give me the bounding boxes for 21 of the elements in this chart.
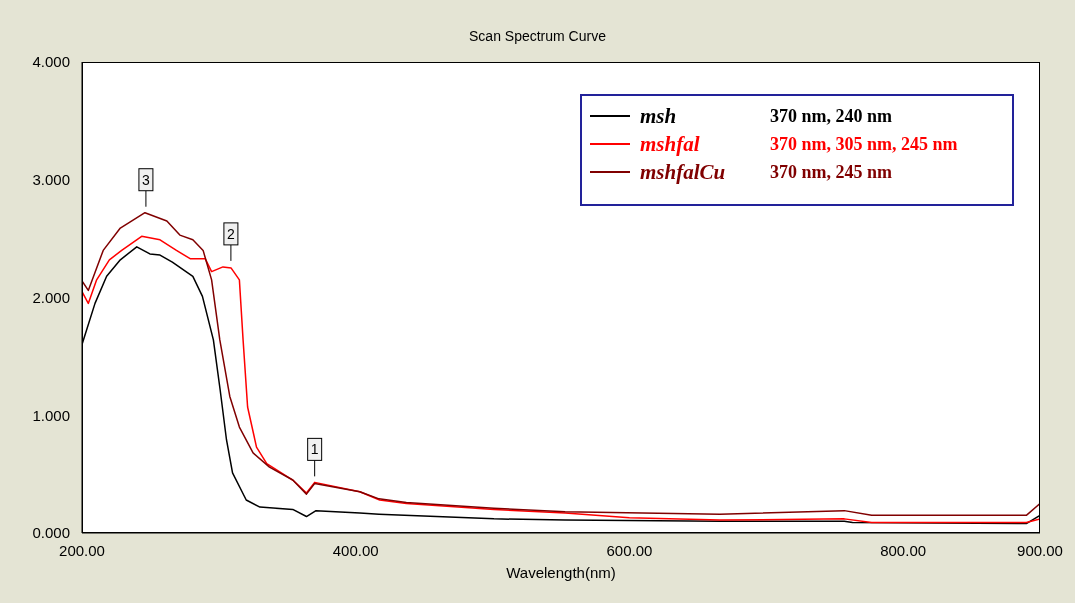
legend-label: mshfal xyxy=(640,131,701,157)
y-tick-label: 4.000 xyxy=(32,53,70,71)
y-tick-label: 0.000 xyxy=(32,524,70,542)
x-tick-label: 200.00 xyxy=(59,541,105,559)
y-tick-label: 1.000 xyxy=(32,406,70,424)
x-axis-title: Wavelength(nm) xyxy=(506,563,616,581)
annotation: 1 xyxy=(310,441,319,458)
annotation: 370 nm, 245 nm xyxy=(770,161,893,183)
x-tick-label: 900.00 xyxy=(1017,541,1063,559)
annotation: 3 xyxy=(142,171,151,188)
y-tick-label: 3.000 xyxy=(32,171,70,189)
x-tick-label: 400.00 xyxy=(332,541,379,559)
x-tick-label: 600.00 xyxy=(606,541,653,559)
legend-label: mshfalCu xyxy=(640,159,727,185)
y-tick-label: 2.000 xyxy=(32,288,70,306)
x-tick-label: 800.00 xyxy=(880,541,927,559)
chart-title: Scan Spectrum Curve xyxy=(468,28,607,44)
annotation: 370 nm, 305 nm, 245 nm xyxy=(770,133,958,155)
annotation: 2 xyxy=(227,225,235,242)
annotation: 370 nm, 240 nm xyxy=(770,105,893,127)
legend-label: msh xyxy=(640,103,678,129)
